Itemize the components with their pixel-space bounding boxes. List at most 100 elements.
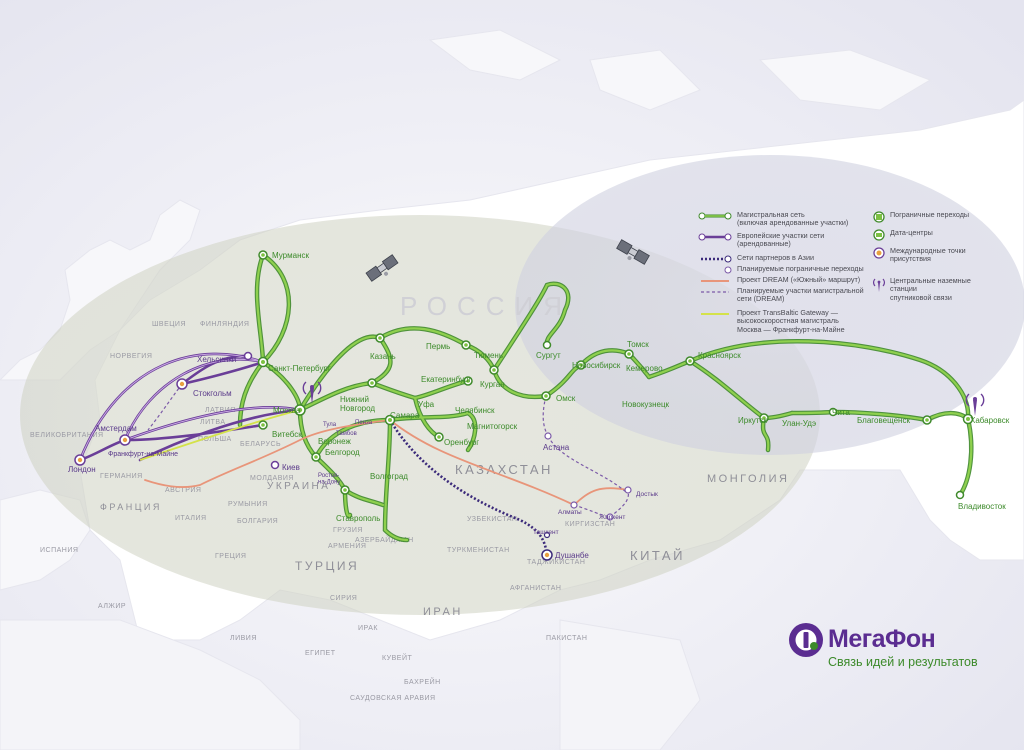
country-label: МОЛДАВИЯ — [250, 475, 294, 482]
legend-label: Планируемые участки магистральной сети (… — [737, 286, 864, 304]
city-label: Нижний Новгород — [340, 395, 375, 413]
legend-label: Европейские участки сети (арендованные) — [737, 231, 825, 249]
country-label: АЗЕРБАЙДЖАН — [355, 535, 414, 544]
node-irkutsk — [759, 413, 769, 423]
country-label: БОЛГАРИЯ — [237, 518, 278, 525]
city-label: Благовещенск — [857, 416, 910, 425]
region-label-china: КИТАЙ — [630, 548, 685, 563]
node-nizhny — [367, 378, 377, 388]
country-label: ИРАК — [358, 625, 378, 632]
node-orenburg — [434, 432, 444, 442]
dream-line-icon — [701, 280, 729, 282]
node-krasnoyarsk — [685, 356, 695, 366]
megafon-logo-icon — [789, 623, 823, 657]
legend-item-european: Европейские участки сети (арендованные) — [698, 231, 825, 249]
country-label: ЛИТВА — [200, 419, 226, 426]
region-label-mongolia: МОНГОЛИЯ — [707, 473, 790, 485]
node-chelyabinsk — [463, 376, 473, 386]
country-label: ФИНЛЯНДИЯ — [200, 321, 249, 328]
node-stpetersburg — [257, 356, 269, 368]
backbone-line-icon — [698, 212, 732, 220]
city-label: Москва — [273, 406, 301, 415]
satellite-station-icon — [965, 393, 985, 416]
legend-label: Сети партнеров в Азии — [737, 253, 814, 262]
city-label: Ташкент — [533, 529, 559, 536]
country-label: БАХРЕЙН — [404, 677, 441, 686]
city-label: Кемерово — [626, 364, 663, 373]
city-label: Белгород — [325, 448, 360, 457]
node-zharkent — [606, 513, 614, 521]
satellite-icon — [616, 239, 650, 265]
city-label: Ставрополь — [336, 514, 380, 523]
country-label: ЛАТВИЯ — [205, 407, 236, 414]
node-helsinki — [243, 351, 253, 361]
city-label: Новокузнецк — [622, 400, 670, 409]
country-label: ЛИВИЯ — [230, 635, 257, 642]
country-label: ШВЕЦИЯ — [152, 321, 186, 328]
satellite-station-legend-icon — [873, 278, 885, 292]
country-label: АРМЕНИЯ — [328, 543, 366, 550]
city-label: Лондон — [68, 465, 96, 474]
node-novosibirsk — [576, 360, 586, 370]
brand-slogan: Связь идей и результатов — [828, 655, 978, 669]
city-label: Иркутск — [738, 416, 767, 425]
european-line-icon — [698, 233, 732, 241]
legend-label: Международные точки присутствия — [890, 246, 966, 264]
node-samara — [384, 414, 396, 426]
city-label: Мурманск — [272, 251, 309, 260]
country-label: ТАДЖИКИСТАН — [527, 559, 585, 566]
region-label-turkey: ТУРЦИЯ — [295, 559, 359, 573]
node-vladivostok — [955, 490, 965, 500]
country-label: ПОЛЬША — [198, 436, 232, 443]
node-ekaterinburg — [461, 340, 471, 350]
country-label: ГРУЗИЯ — [333, 527, 363, 534]
city-label: Алматы — [558, 509, 582, 516]
legend-item-planned-dream: Планируемые участки магистральной сети (… — [698, 286, 864, 304]
city-label: Владивосток — [958, 502, 1006, 511]
city-label: Магнитогорск — [467, 422, 518, 431]
city-label: Сургут — [536, 351, 561, 360]
node-moscow — [294, 404, 306, 416]
city-label: Франкфурт-на-Майне — [108, 450, 178, 458]
city-label: Киев — [282, 463, 300, 472]
legend-item-asia-partners: Сети партнеров в Азии — [698, 253, 814, 264]
european-network-highlight — [79, 353, 301, 461]
node-almaty — [570, 501, 578, 509]
country-label: РУМЫНИЯ — [228, 501, 268, 508]
city-label: Чита — [832, 408, 850, 417]
node-vitebsk — [258, 420, 268, 430]
country-label: ПАКИСТАН — [546, 635, 587, 642]
country-label: ИСПАНИЯ — [40, 547, 78, 554]
country-label: ИТАЛИЯ — [175, 515, 207, 522]
country-label: СИРИЯ — [330, 595, 357, 602]
city-label: Челябинск — [455, 406, 495, 415]
megafon-logo: МегаФон Связь идей и результатов — [788, 622, 988, 678]
node-tashkent — [543, 531, 551, 539]
city-label: Астана — [543, 443, 570, 452]
node-kurgan — [489, 365, 499, 375]
legend-label: Проект TransBaltic Gateway — высокоскоро… — [737, 308, 845, 334]
city-label: Пермь — [426, 342, 450, 351]
city-label: Ростов-на-Дону — [318, 473, 340, 486]
legend-item-border-crossings: Пограничные переходы — [873, 210, 969, 223]
city-label: Хабаровск — [970, 416, 1010, 425]
legend-label: Центральные наземные станции спутниковой… — [890, 276, 971, 302]
data-center-icon — [873, 229, 885, 241]
city-label: Самара — [390, 411, 420, 420]
node-voronezh — [311, 452, 321, 462]
city-label: Омск — [556, 394, 576, 403]
city-label: Тула — [323, 422, 337, 428]
city-label: Пенза — [355, 420, 373, 426]
asia-partners-line-icon — [701, 255, 732, 263]
region-label-iran: ИРАН — [423, 606, 463, 618]
node-kiev — [270, 460, 280, 470]
country-label: САУДОВСКАЯ АРАВИЯ — [350, 695, 436, 702]
country-label: АВСТРИЯ — [165, 487, 201, 494]
node-omsk — [541, 391, 551, 401]
legend-item-transbaltic: Проект TransBaltic Gateway — высокоскоро… — [698, 308, 845, 334]
node-dushanbe — [541, 549, 553, 561]
city-label: Уфа — [418, 400, 435, 409]
node-stavropol — [340, 485, 350, 495]
city-label: Томск — [627, 340, 649, 349]
